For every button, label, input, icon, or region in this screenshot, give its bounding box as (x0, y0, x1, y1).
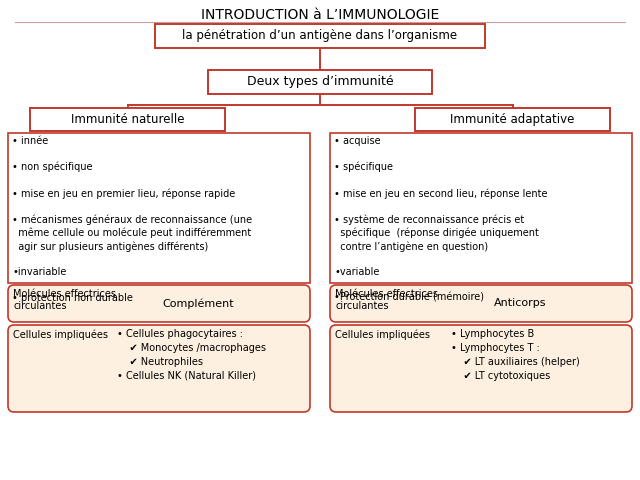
Text: Cellules impliquées: Cellules impliquées (13, 330, 108, 340)
Text: Immunité naturelle: Immunité naturelle (71, 113, 184, 126)
Text: • acquise

• spécifique

• mise en jeu en second lieu, réponse lente

• système : • acquise • spécifique • mise en jeu en … (334, 136, 547, 303)
Text: Deux types d’immunité: Deux types d’immunité (246, 75, 394, 88)
Text: INTRODUCTION à L’IMMUNOLOGIE: INTRODUCTION à L’IMMUNOLOGIE (201, 8, 439, 22)
FancyBboxPatch shape (8, 133, 310, 283)
Text: la pénétration d’un antigène dans l’organisme: la pénétration d’un antigène dans l’orga… (182, 29, 458, 43)
FancyBboxPatch shape (330, 285, 632, 322)
Text: • Cellules phagocytaires :
    ✔ Monocytes /macrophages
    ✔ Neutrophiles
• Cel: • Cellules phagocytaires : ✔ Monocytes /… (116, 329, 266, 381)
FancyBboxPatch shape (208, 70, 432, 94)
Text: Molécules effectrices
circulantes: Molécules effectrices circulantes (335, 289, 438, 311)
Text: Complément: Complément (163, 298, 234, 309)
Text: Immunité adaptative: Immunité adaptative (451, 113, 575, 126)
FancyBboxPatch shape (415, 108, 610, 131)
Text: Cellules impliquées: Cellules impliquées (335, 330, 430, 340)
Text: Anticorps: Anticorps (494, 299, 547, 309)
FancyBboxPatch shape (30, 108, 225, 131)
Text: Molécules effectrices
circulantes: Molécules effectrices circulantes (13, 289, 116, 311)
FancyBboxPatch shape (330, 133, 632, 283)
Text: • innée

• non spécifique

• mise en jeu en premier lieu, réponse rapide

• méca: • innée • non spécifique • mise en jeu e… (12, 136, 252, 303)
FancyBboxPatch shape (8, 325, 310, 412)
FancyBboxPatch shape (155, 24, 485, 48)
FancyBboxPatch shape (330, 325, 632, 412)
Text: • Lymphocytes B
• Lymphocytes T :
    ✔ LT auxiliaires (helper)
    ✔ LT cytotox: • Lymphocytes B • Lymphocytes T : ✔ LT a… (451, 329, 580, 381)
FancyBboxPatch shape (8, 285, 310, 322)
